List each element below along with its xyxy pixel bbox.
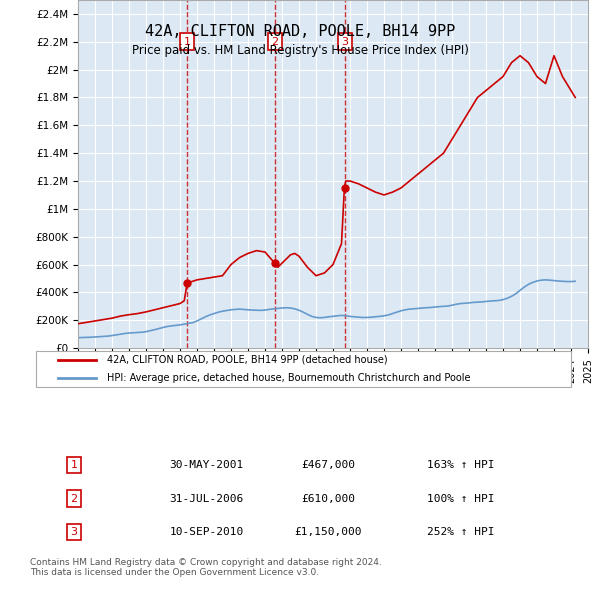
Text: Contains HM Land Registry data © Crown copyright and database right 2024.
This d: Contains HM Land Registry data © Crown c…	[30, 558, 382, 577]
FancyBboxPatch shape	[35, 351, 571, 387]
Text: 1: 1	[71, 460, 77, 470]
Text: £1,150,000: £1,150,000	[295, 527, 362, 537]
Text: Price paid vs. HM Land Registry's House Price Index (HPI): Price paid vs. HM Land Registry's House …	[131, 44, 469, 57]
Text: 30-MAY-2001: 30-MAY-2001	[170, 460, 244, 470]
Text: £467,000: £467,000	[301, 460, 355, 470]
Text: 163% ↑ HPI: 163% ↑ HPI	[427, 460, 494, 470]
Text: 1: 1	[184, 37, 190, 47]
Text: 42A, CLIFTON ROAD, POOLE, BH14 9PP (detached house): 42A, CLIFTON ROAD, POOLE, BH14 9PP (deta…	[107, 355, 388, 365]
Text: 10-SEP-2010: 10-SEP-2010	[170, 527, 244, 537]
Text: 2: 2	[71, 494, 78, 503]
Text: 31-JUL-2006: 31-JUL-2006	[170, 494, 244, 503]
Text: 3: 3	[71, 527, 77, 537]
Text: 42A, CLIFTON ROAD, POOLE, BH14 9PP: 42A, CLIFTON ROAD, POOLE, BH14 9PP	[145, 24, 455, 38]
Text: HPI: Average price, detached house, Bournemouth Christchurch and Poole: HPI: Average price, detached house, Bour…	[107, 373, 471, 383]
Text: 2: 2	[271, 37, 278, 47]
Text: 100% ↑ HPI: 100% ↑ HPI	[427, 494, 494, 503]
Text: £610,000: £610,000	[301, 494, 355, 503]
Text: 3: 3	[341, 37, 348, 47]
Text: 252% ↑ HPI: 252% ↑ HPI	[427, 527, 494, 537]
